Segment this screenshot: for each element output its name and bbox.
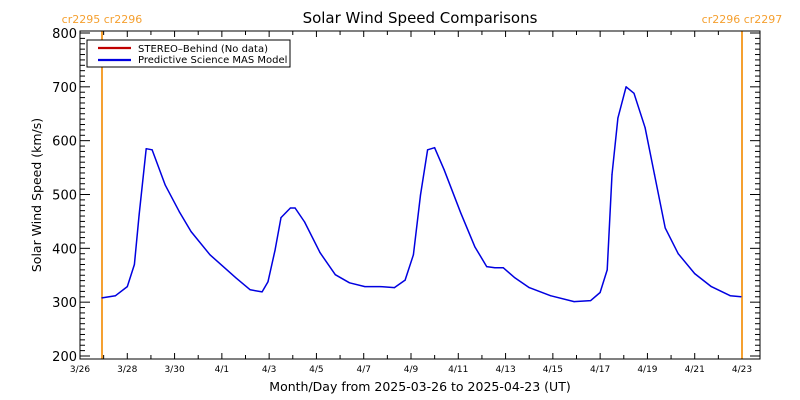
data-point [190, 231, 192, 233]
y-tick-label: 500 [52, 189, 77, 204]
legend-label-mas-model: Predictive Science MAS Model [138, 55, 287, 66]
data-point [460, 212, 462, 214]
data-point [178, 211, 180, 213]
x-tick-label: 3/28 [117, 365, 137, 375]
data-point [599, 291, 601, 294]
data-point [261, 291, 263, 293]
chart-title: Solar Wind Speed Comparisons [303, 9, 538, 27]
series-line-mas-model [101, 86, 742, 303]
data-point [348, 282, 351, 284]
data-point [209, 254, 211, 256]
x-tick-label: 3/30 [164, 365, 184, 375]
data-point [151, 149, 153, 151]
data-point [267, 281, 269, 283]
carrington-label: cr2296 cr2297 [702, 13, 783, 26]
data-point [573, 301, 575, 303]
data-point [393, 287, 396, 289]
data-point [319, 252, 321, 254]
data-point [101, 297, 103, 299]
data-point [514, 277, 516, 279]
y-tick-label: 600 [52, 135, 77, 150]
data-point [235, 277, 237, 279]
series-layer [101, 86, 742, 303]
y-tick-label: 700 [52, 81, 77, 96]
data-point [434, 147, 436, 149]
data-point [611, 173, 613, 176]
y-tick-label: 300 [52, 296, 77, 311]
carrington-markers: cr2295 cr2296 cr2296 cr2297 [62, 13, 783, 359]
data-point [274, 249, 276, 251]
x-tick-label: 4/9 [404, 365, 419, 375]
x-axis-label: Month/Day from 2025-03-26 to 2025-04-23 … [269, 379, 570, 394]
y-tick-label: 400 [52, 242, 77, 257]
data-point [710, 285, 712, 288]
x-tick-label: 4/7 [356, 365, 370, 375]
data-point [426, 149, 429, 151]
data-point [294, 207, 296, 209]
data-point [138, 214, 140, 216]
data-point [249, 289, 251, 291]
data-point [164, 184, 166, 186]
data-point [633, 92, 635, 94]
data-point [133, 263, 135, 266]
x-tick-label: 3/26 [70, 365, 90, 375]
axis-ticks: 200 300 400 500 600 700 800 3/26 3/28 3/30 4/1 4/3 4… [52, 27, 760, 375]
data-point [606, 269, 608, 271]
y-tick-label: 200 [52, 350, 77, 365]
x-tick-label: 4/5 [309, 365, 323, 375]
data-point [280, 217, 282, 219]
data-point [494, 267, 496, 269]
data-point [486, 266, 488, 268]
y-tick-label: 800 [52, 27, 77, 42]
plot-frame [79, 30, 761, 360]
data-point [664, 227, 666, 229]
data-point [443, 169, 445, 171]
data-point [145, 148, 147, 150]
data-point [653, 173, 656, 176]
x-tick-label: 4/3 [262, 365, 276, 375]
data-point [364, 285, 366, 288]
data-point [502, 267, 504, 269]
data-point [644, 127, 646, 129]
data-point [617, 117, 619, 119]
x-tick-label: 4/1 [215, 365, 229, 375]
data-point [729, 295, 731, 297]
data-point [412, 254, 414, 256]
data-point [528, 287, 530, 289]
legend-box [86, 39, 291, 68]
data-point [334, 274, 336, 276]
x-tick-label: 4/19 [637, 365, 657, 375]
data-point [694, 273, 696, 275]
x-tick-label: 4/11 [448, 365, 468, 375]
data-point [419, 194, 422, 196]
data-point [379, 285, 381, 288]
data-point [740, 296, 742, 298]
data-point [590, 299, 592, 302]
data-point [304, 221, 306, 223]
y-axis-label: Solar Wind Speed (km/s) [29, 118, 44, 272]
data-point [404, 279, 406, 281]
data-point [126, 285, 128, 288]
x-tick-label: 4/15 [543, 365, 563, 375]
legend-label-stereo-behind: STEREO–Behind (No data) [138, 44, 268, 55]
data-point [677, 253, 679, 255]
data-point [114, 295, 117, 297]
data-point [474, 246, 476, 248]
data-point [549, 295, 552, 297]
x-tick-label: 4/21 [685, 365, 705, 375]
carrington-label: cr2295 cr2296 [62, 13, 143, 26]
legend: STEREO–Behind (No data) Predictive Scien… [86, 39, 291, 68]
data-point [289, 207, 292, 209]
x-tick-label: 4/13 [495, 365, 515, 375]
x-tick-label: 4/23 [732, 365, 752, 375]
x-tick-label: 4/17 [590, 365, 610, 375]
data-point [625, 86, 627, 88]
